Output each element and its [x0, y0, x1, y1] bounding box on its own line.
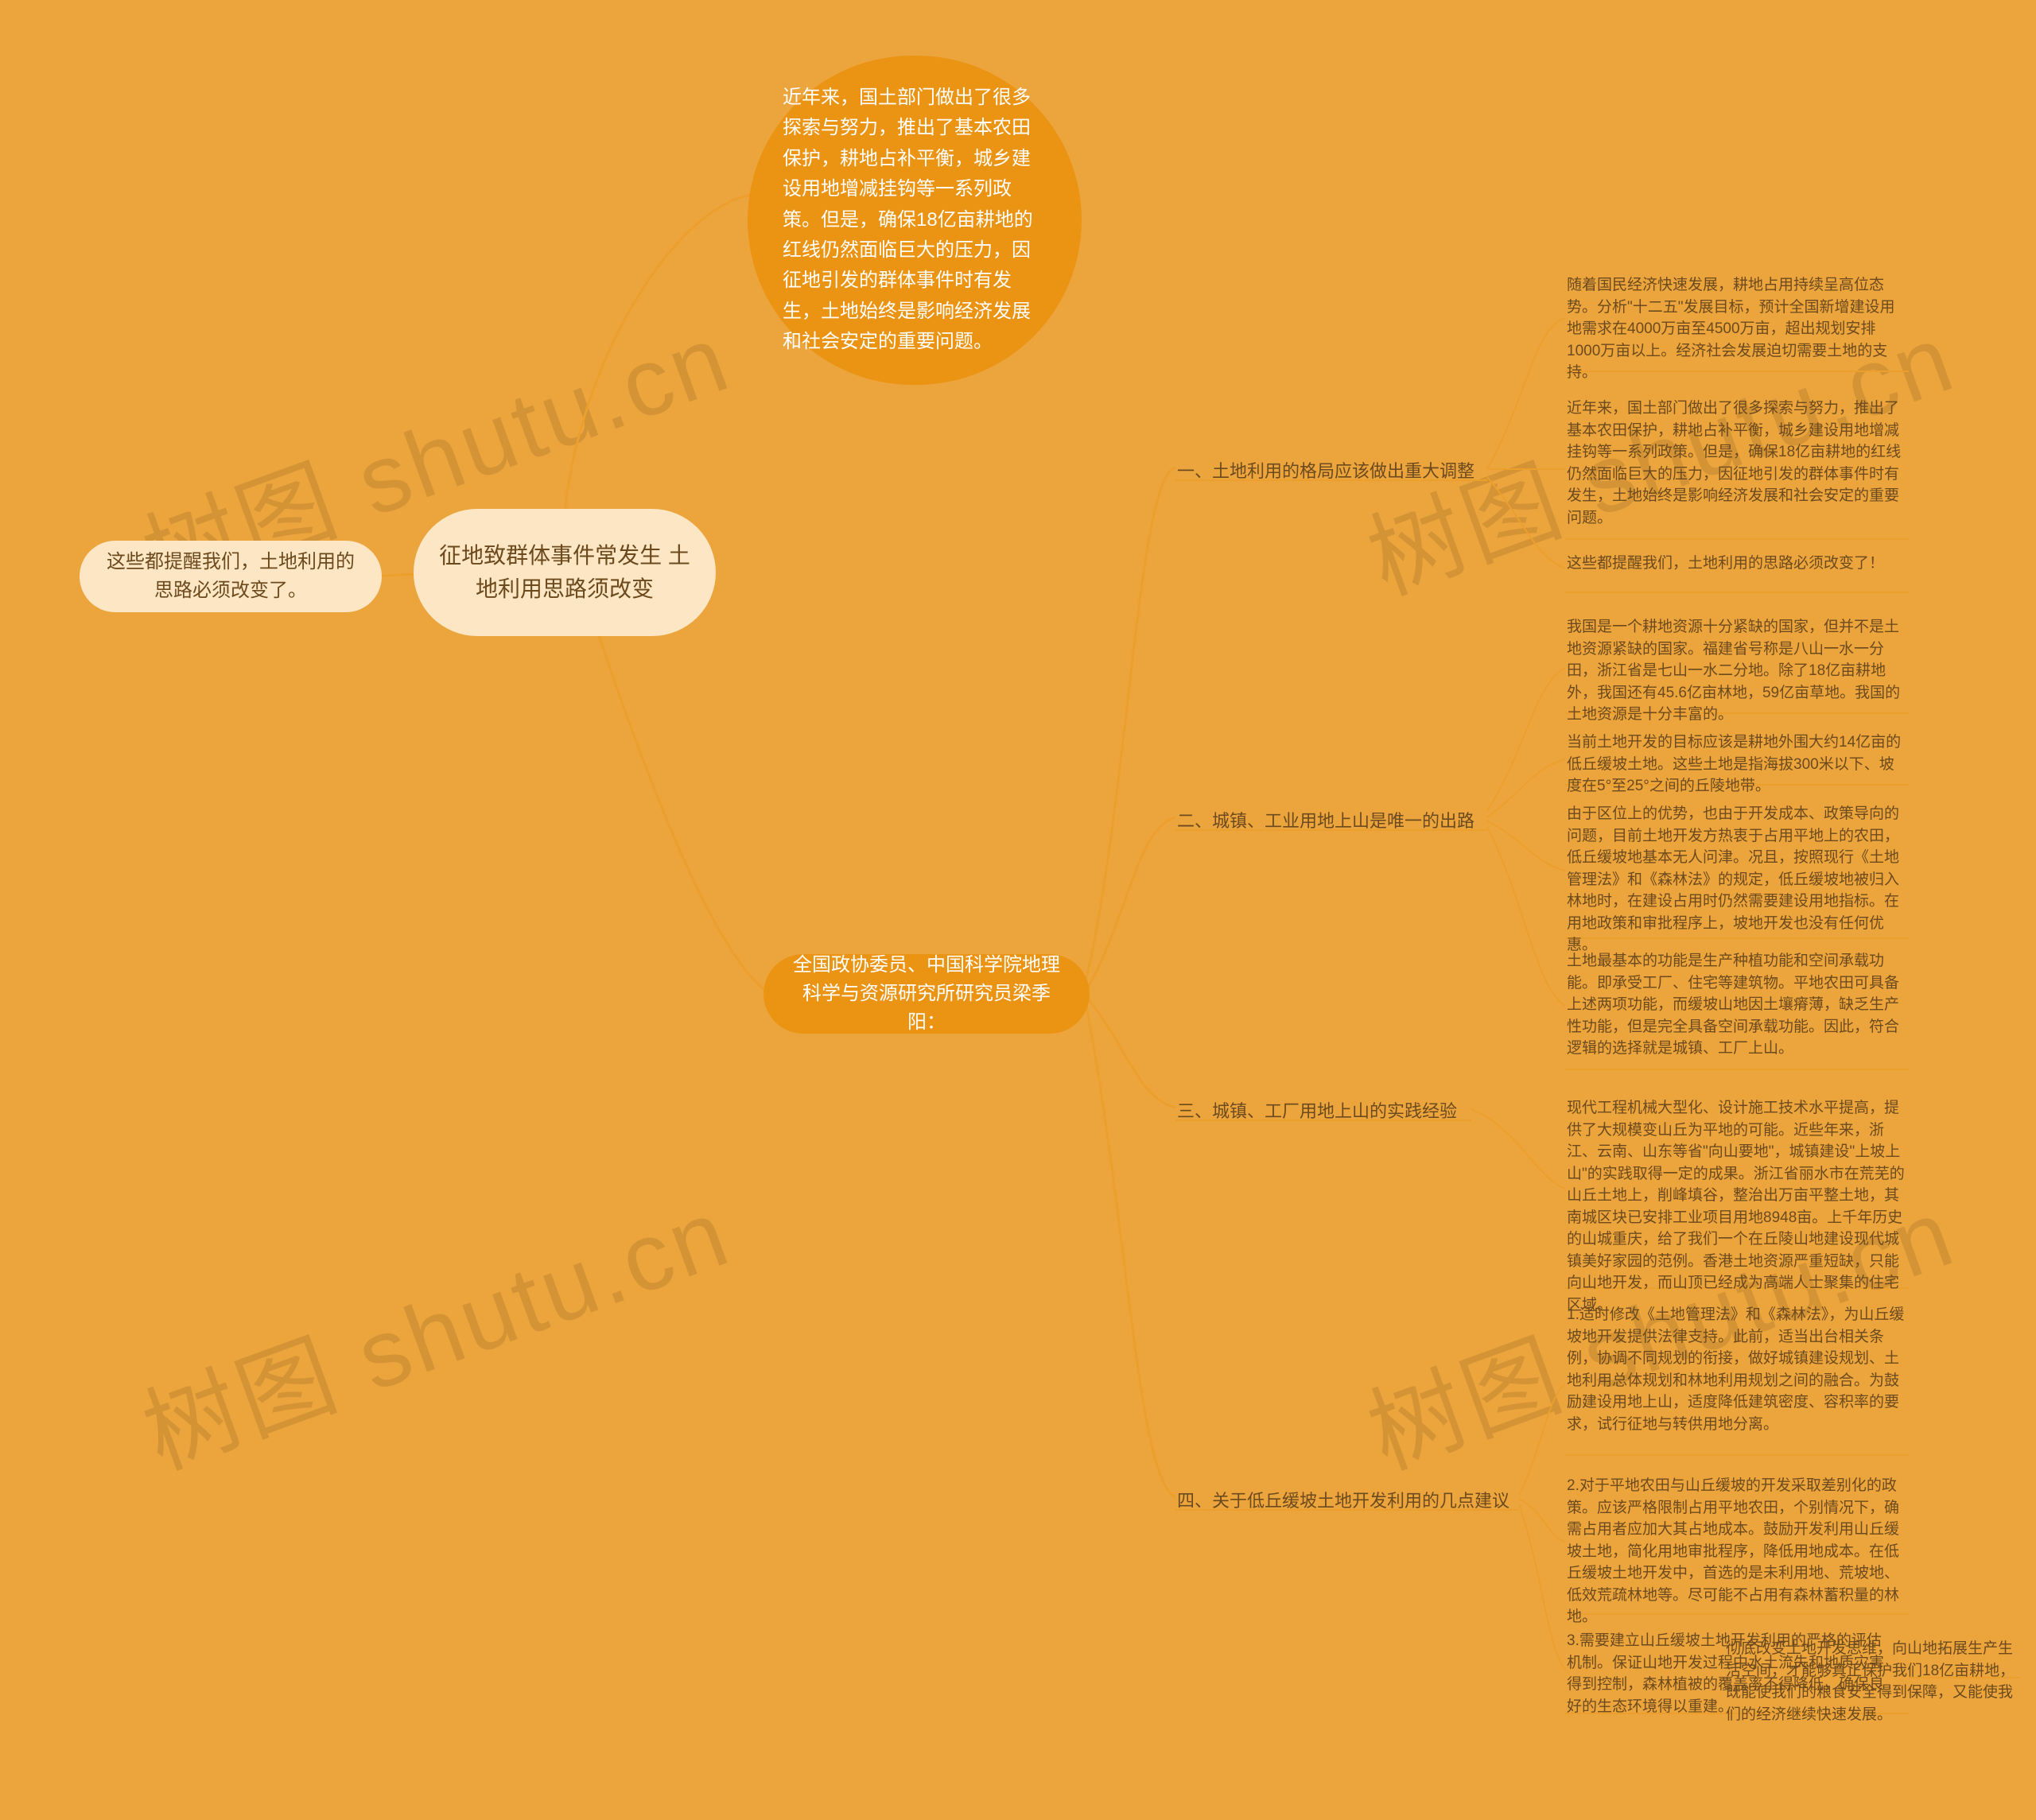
section-1[interactable]: 一、土地利用的格局应该做出重大调整: [1177, 457, 1475, 483]
leaf-s4a[interactable]: 1.适时修改《土地管理法》和《森林法》，为山丘缓坡地开发提供法律支持。此前，适当…: [1567, 1304, 1909, 1435]
root-label: 征地致群体事件常发生 土地利用思路须改变: [436, 539, 694, 606]
section-2-label: 二、城镇、工业用地上山是唯一的出路: [1177, 811, 1475, 831]
section-2[interactable]: 二、城镇、工业用地上山是唯一的出路: [1177, 807, 1475, 832]
leaf-s2c[interactable]: 由于区位上的优势，也由于开发成本、政策导向的问题，目前土地开发方热衷于占用平地上…: [1567, 803, 1909, 957]
leaf-s1c[interactable]: 这些都提醒我们，土地利用的思路必须改变了！: [1567, 553, 1909, 575]
author-node[interactable]: 全国政协委员、中国科学院地理科学与资源研究所研究员梁季阳：: [764, 954, 1090, 1034]
leaf-s2b[interactable]: 当前土地开发的目标应该是耕地外围大约14亿亩的低丘缓坡土地。这些土地是指海拔30…: [1567, 731, 1909, 797]
root-node[interactable]: 征地致群体事件常发生 土地利用思路须改变: [414, 509, 716, 636]
conclusion-node[interactable]: 彻底改变土地开发思维，向山地拓展生产生活空间，才能够真正保护我们18亿亩耕地，既…: [1726, 1638, 2020, 1725]
context-text: 近年来，国土部门做出了很多探索与努力，推出了基本农田保护，耕地占补平衡，城乡建设…: [783, 83, 1047, 358]
section-3-label: 三、城镇、工厂用地上山的实践经验: [1177, 1101, 1457, 1121]
context-node[interactable]: 近年来，国土部门做出了很多探索与努力，推出了基本农田保护，耕地占补平衡，城乡建设…: [748, 56, 1082, 385]
leaf-s4b[interactable]: 2.对于平地农田与山丘缓坡的开发采取差别化的政策。应该严格限制占用平地农田，个别…: [1567, 1475, 1909, 1628]
watermark: 树图 shutu.cn: [122, 1155, 745, 1495]
section-4[interactable]: 四、关于低丘缓坡土地开发利用的几点建议: [1177, 1487, 1510, 1512]
reminder-text: 这些都提醒我们，土地利用的思路必须改变了。: [102, 548, 359, 605]
reminder-node[interactable]: 这些都提醒我们，土地利用的思路必须改变了。: [80, 541, 382, 612]
section-3[interactable]: 三、城镇、工厂用地上山的实践经验: [1177, 1097, 1457, 1123]
leaf-s1b[interactable]: 近年来，国土部门做出了很多探索与努力，推出了基本农田保护，耕地占补平衡，城乡建设…: [1567, 398, 1909, 529]
author-text: 全国政协委员、中国科学院地理科学与资源研究所研究员梁季阳：: [786, 951, 1067, 1037]
section-4-label: 四、关于低丘缓坡土地开发利用的几点建议: [1177, 1491, 1510, 1511]
leaf-s1a[interactable]: 随着国民经济快速发展，耕地占用持续呈高位态势。分析"十二五"发展目标，预计全国新…: [1567, 274, 1909, 384]
leaf-s3a[interactable]: 现代工程机械大型化、设计施工技术水平提高，提供了大规模变山丘为平地的可能。近些年…: [1567, 1097, 1909, 1316]
leaf-s2a[interactable]: 我国是一个耕地资源十分紧缺的国家，但并不是土地资源紧缺的国家。福建省号称是八山一…: [1567, 616, 1909, 726]
section-1-label: 一、土地利用的格局应该做出重大调整: [1177, 461, 1475, 481]
leaf-s2d[interactable]: 土地最基本的功能是生产种植功能和空间承载功能。即承受工厂、住宅等建筑物。平地农田…: [1567, 950, 1909, 1060]
